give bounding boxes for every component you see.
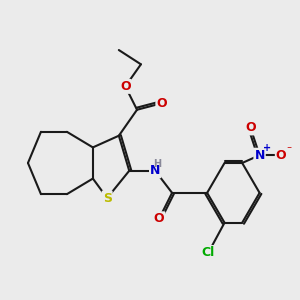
Text: H: H	[153, 158, 161, 169]
Text: N: N	[254, 149, 265, 162]
Text: ⁻: ⁻	[286, 145, 292, 155]
Text: O: O	[245, 122, 256, 134]
Text: N: N	[150, 164, 160, 177]
Text: O: O	[154, 212, 164, 225]
Text: S: S	[103, 191, 112, 205]
Text: O: O	[156, 97, 167, 110]
Text: O: O	[120, 80, 130, 93]
Text: Cl: Cl	[202, 246, 215, 259]
Text: +: +	[263, 143, 271, 153]
Text: O: O	[276, 149, 286, 162]
